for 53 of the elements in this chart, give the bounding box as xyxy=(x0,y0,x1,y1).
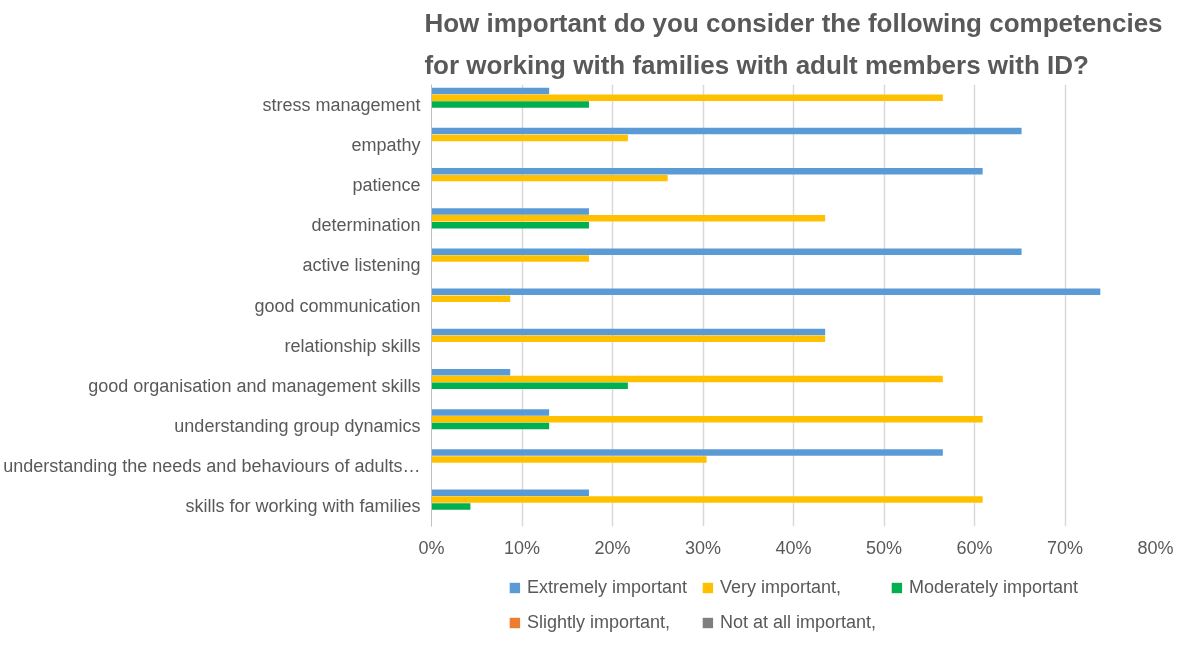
bar xyxy=(431,168,983,175)
x-tick-label: 70% xyxy=(1046,537,1084,558)
x-tick-label: 30% xyxy=(684,537,722,558)
bar xyxy=(431,221,589,229)
bar xyxy=(431,134,628,142)
bar xyxy=(431,255,589,262)
bar xyxy=(431,449,943,456)
bar xyxy=(431,174,668,182)
bar xyxy=(431,87,550,95)
bar xyxy=(431,335,826,343)
legend-label: Extremely important xyxy=(526,577,687,598)
bar xyxy=(431,415,983,423)
legend-label: Not at all important, xyxy=(719,612,877,633)
bar xyxy=(431,489,589,496)
y-tick-label: patience xyxy=(352,174,421,195)
bar xyxy=(431,375,943,383)
y-tick-label: stress management xyxy=(262,94,421,115)
legend-label: Very important, xyxy=(719,577,842,598)
x-tick-label: 0% xyxy=(418,537,445,558)
bar xyxy=(431,215,826,222)
bar xyxy=(431,127,1022,135)
bar xyxy=(431,456,707,463)
x-tick-label: 60% xyxy=(956,537,993,558)
x-tick-label: 10% xyxy=(503,537,541,558)
legend-label: Moderately important xyxy=(909,577,1079,598)
bar xyxy=(431,496,983,503)
y-tick-label: understanding the needs and behaviours of adults… xyxy=(3,456,421,477)
bar xyxy=(431,409,550,416)
chart-title: How important do you consider the following competencies for working with families with adult members with ID? xyxy=(424,7,1163,80)
y-tick-label: relationship skills xyxy=(284,335,421,356)
bar xyxy=(431,503,471,510)
bar xyxy=(431,382,628,390)
bar xyxy=(431,248,1022,255)
y-tick-label: empathy xyxy=(351,134,421,155)
x-tick-label: 80% xyxy=(1137,537,1174,558)
y-tick-label: understanding group dynamics xyxy=(174,416,421,437)
bar xyxy=(431,295,511,302)
y-tick-label: skills for working with families xyxy=(185,496,421,517)
legend-label: Slightly important, xyxy=(526,612,670,633)
y-tick-label: good organisation and management skills xyxy=(88,375,421,396)
y-tick-label: good communication xyxy=(254,295,421,316)
bar xyxy=(431,422,550,430)
x-tick-label: 20% xyxy=(594,537,631,558)
bar xyxy=(431,368,511,376)
bar xyxy=(431,288,1101,296)
bar xyxy=(431,94,943,101)
y-tick-label: determination xyxy=(311,215,421,236)
bar xyxy=(431,328,826,336)
x-tick-label: 50% xyxy=(865,537,903,558)
bar xyxy=(431,101,589,108)
x-tick-label: 40% xyxy=(775,537,812,558)
y-tick-label: active listening xyxy=(302,255,421,276)
bar xyxy=(431,208,589,215)
